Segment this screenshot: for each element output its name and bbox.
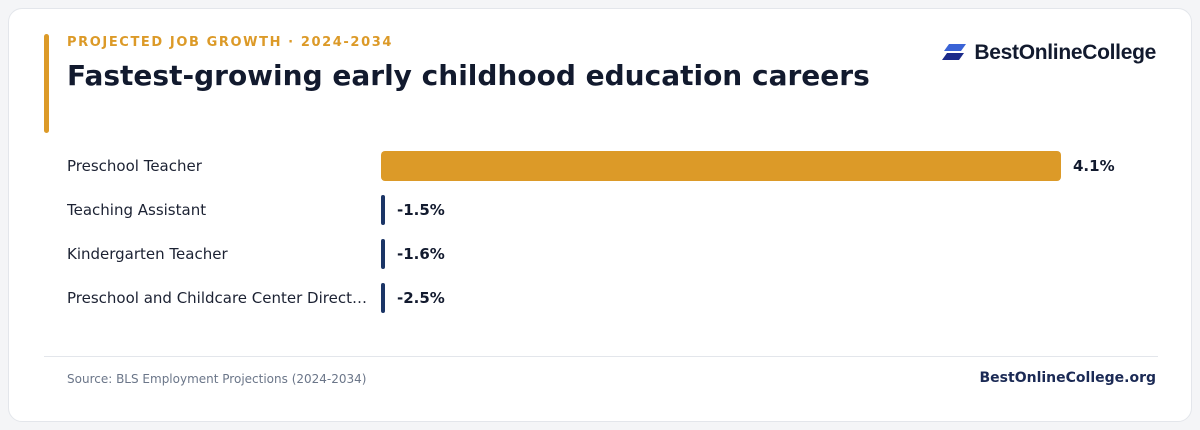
bar [381, 239, 385, 269]
category-label: Preschool and Childcare Center Direct… [67, 289, 367, 307]
category-label: Preschool Teacher [67, 157, 202, 175]
logo-wordmark: BestOnlineCollege [974, 41, 1156, 64]
data-label: -1.6% [397, 245, 445, 263]
brand-logo[interactable]: BestOnlineCollege [942, 41, 1156, 65]
source-note: Source: BLS Employment Projections (2024… [67, 372, 367, 386]
accent-bar [44, 34, 49, 133]
category-label: Kindergarten Teacher [67, 245, 228, 263]
bar [381, 283, 385, 313]
category-label: Teaching Assistant [67, 201, 207, 219]
chart-card: PROJECTED JOB GROWTH · 2024-2034 Fastest… [8, 8, 1192, 422]
data-label: 4.1% [1073, 157, 1115, 175]
chart-title: Fastest-growing early childhood educatio… [67, 59, 870, 92]
eyebrow-label: PROJECTED JOB GROWTH · 2024-2034 [67, 35, 394, 50]
bar [381, 195, 385, 225]
bar [381, 151, 1061, 181]
data-label: -2.5% [397, 289, 445, 307]
data-label: -1.5% [397, 201, 445, 219]
stacked-parallelogram-logo-icon [942, 44, 967, 62]
footer-divider [44, 356, 1158, 357]
bar-chart: Preschool Teacher 4.1% Teaching Assistant -… [9, 9, 1193, 349]
footer-brand-link[interactable]: BestOnlineCollege.org [979, 370, 1156, 386]
